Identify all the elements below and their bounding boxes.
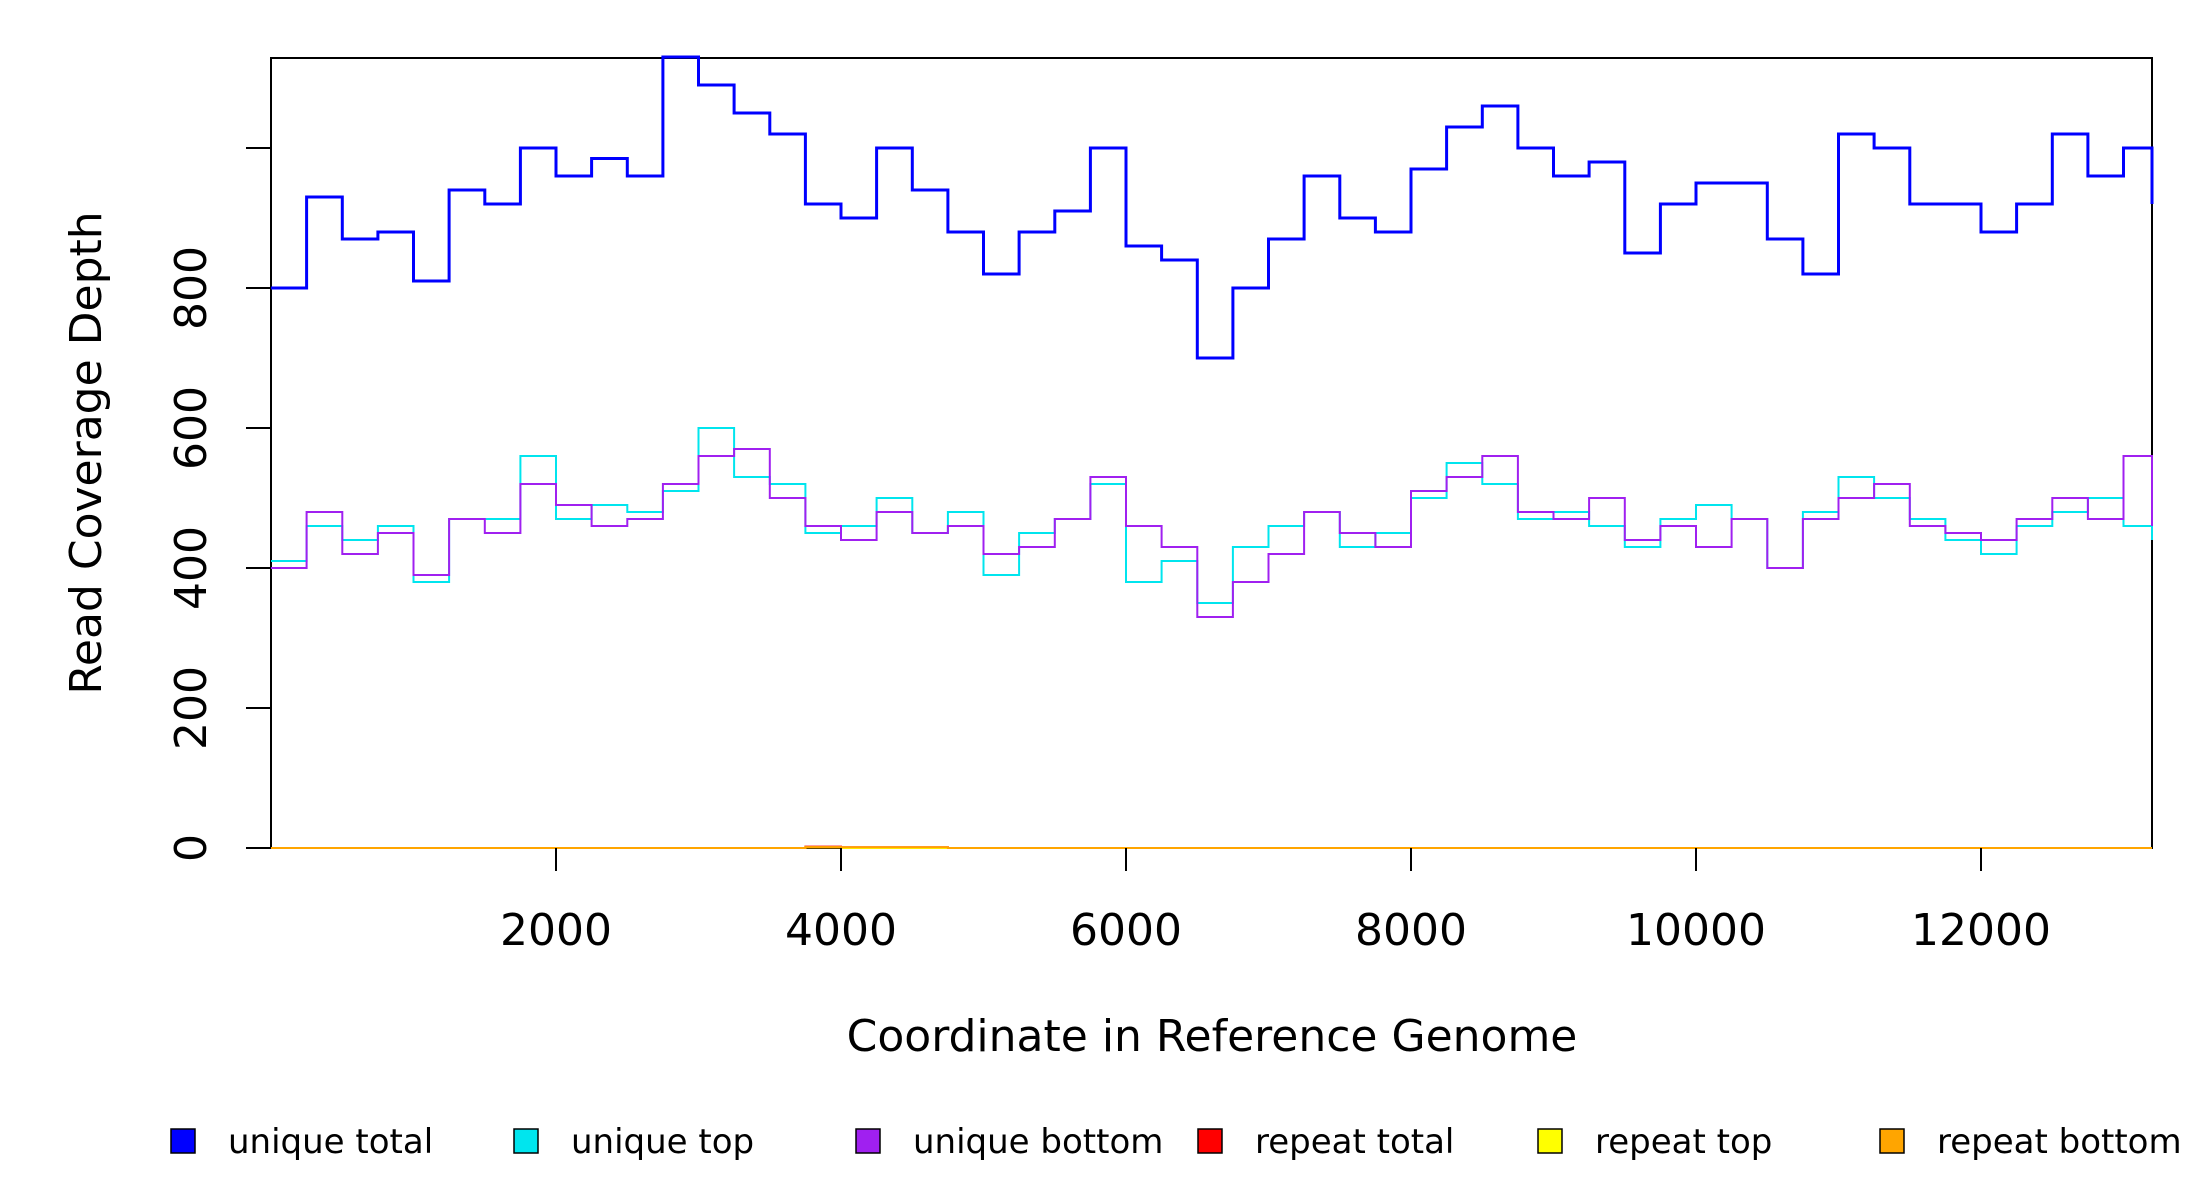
legend-swatch (1879, 1128, 1905, 1154)
legend-label: unique bottom (913, 1122, 1163, 1162)
series-line-unique-total (271, 55, 2154, 360)
legend-swatch (855, 1128, 881, 1154)
x-axis-title: Coordinate in Reference Genome (847, 1011, 1578, 1062)
legend-swatch (170, 1128, 196, 1154)
x-tick-label: 6000 (1070, 905, 1182, 956)
y-tick-label: 200 (166, 666, 217, 750)
y-tick-label: 0 (166, 834, 217, 862)
y-axis: 0 200 400 600 800 (166, 147, 271, 862)
series-line-unique-top (271, 427, 2153, 604)
legend-label: unique total (228, 1122, 433, 1162)
series-layer (271, 55, 2154, 849)
series-line-unique-bottom (271, 448, 2153, 618)
legend-swatch (513, 1128, 539, 1154)
series-line-repeat-bottom (271, 846, 2152, 849)
x-tick-label: 2000 (500, 905, 612, 956)
y-axis-title: Read Coverage Depth (61, 211, 112, 694)
y-tick-label: 600 (166, 386, 217, 470)
x-tick-label: 12000 (1911, 905, 2051, 956)
legend-label: repeat total (1255, 1122, 1454, 1162)
plot-frame (270, 57, 2153, 849)
legend-swatch (1197, 1128, 1223, 1154)
legend-label: repeat bottom (1937, 1122, 2182, 1162)
legend: unique total unique top unique bottom repea… (170, 1122, 2182, 1162)
x-tick-label: 10000 (1626, 905, 1766, 956)
x-tick-label: 8000 (1355, 905, 1467, 956)
y-tick-label: 800 (166, 246, 217, 330)
legend-label: repeat top (1595, 1122, 1772, 1162)
y-tick-label: 400 (166, 526, 217, 610)
x-tick-label: 4000 (785, 905, 897, 956)
legend-swatch (1537, 1128, 1563, 1154)
legend-label: unique top (571, 1122, 754, 1162)
x-axis: 2000 4000 6000 8000 10000 12000 (500, 848, 2051, 956)
